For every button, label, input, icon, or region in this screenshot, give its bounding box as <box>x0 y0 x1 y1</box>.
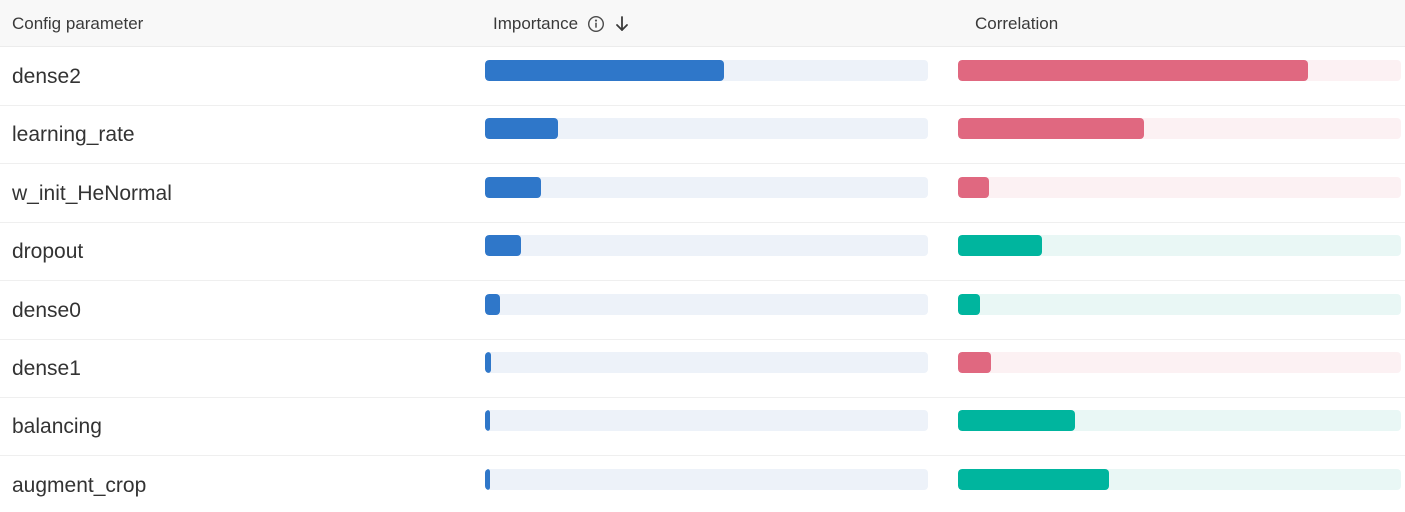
importance-bar-track <box>485 176 928 198</box>
importance-bar-fill <box>485 468 491 490</box>
info-icon[interactable] <box>587 15 605 33</box>
parameter-name: dense0 <box>12 298 81 322</box>
correlation-bar-track <box>958 235 1401 257</box>
correlation-bar-track <box>958 293 1401 315</box>
importance-bar-fill <box>485 118 559 140</box>
correlation-bar-track <box>958 118 1401 140</box>
importance-bar-track <box>485 293 928 315</box>
table-row[interactable]: augment_crop <box>0 457 1405 512</box>
parameter-name: balancing <box>12 415 102 439</box>
column-header-importance-label: Importance <box>493 14 579 33</box>
parameter-name: augment_crop <box>12 473 147 497</box>
importance-bar-fill <box>485 176 542 198</box>
table-row[interactable]: dense1 <box>0 340 1405 398</box>
correlation-bar-fill-positive <box>958 176 989 198</box>
importance-bar-fill <box>485 60 725 81</box>
correlation-bar-fill-negative <box>958 410 1076 432</box>
table-row[interactable]: balancing <box>0 398 1405 457</box>
correlation-bar-track <box>958 410 1401 432</box>
correlation-bar-fill-negative <box>958 468 1109 490</box>
parameter-name: dense2 <box>12 65 81 88</box>
table-row[interactable]: dense0 <box>0 282 1405 340</box>
importance-bar-track <box>485 235 928 257</box>
parameter-name: dropout <box>12 240 84 264</box>
importance-bar-fill <box>485 293 500 315</box>
parameter-name: w_init_HeNormal <box>12 181 172 205</box>
importance-bar-track <box>485 410 928 432</box>
correlation-bar-track <box>958 352 1401 373</box>
table-row[interactable]: learning_rate <box>0 106 1405 165</box>
table-row[interactable]: dense2 <box>0 48 1405 106</box>
table-header: Config parameter Importance Correlation <box>0 0 1405 47</box>
correlation-bar-track <box>958 468 1401 490</box>
table-row[interactable]: dropout <box>0 223 1405 282</box>
parameter-name: learning_rate <box>12 123 135 147</box>
importance-bar-track <box>485 60 928 81</box>
correlation-bar-fill-negative <box>958 235 1043 257</box>
importance-bar-fill <box>485 235 522 257</box>
arrow-down-icon[interactable] <box>614 15 630 33</box>
importance-bar-fill <box>485 410 491 432</box>
parameter-name: dense1 <box>12 357 81 380</box>
importance-bar-track <box>485 118 928 140</box>
column-header-correlation[interactable]: Correlation <box>975 14 1059 33</box>
importance-bar-track <box>485 352 928 373</box>
correlation-bar-track <box>958 176 1401 198</box>
correlation-bar-fill-negative <box>958 293 981 315</box>
importance-bar-fill <box>485 352 492 373</box>
table-row[interactable]: w_init_HeNormal <box>0 165 1405 223</box>
column-header-config-parameter[interactable]: Config parameter <box>12 14 144 33</box>
correlation-bar-fill-positive <box>958 118 1145 140</box>
importance-bar-track <box>485 468 928 490</box>
correlation-bar-fill-positive <box>958 352 992 373</box>
correlation-bar-track <box>958 60 1401 81</box>
column-header-importance[interactable]: Importance <box>493 0 630 47</box>
correlation-bar-fill-positive <box>958 60 1308 81</box>
